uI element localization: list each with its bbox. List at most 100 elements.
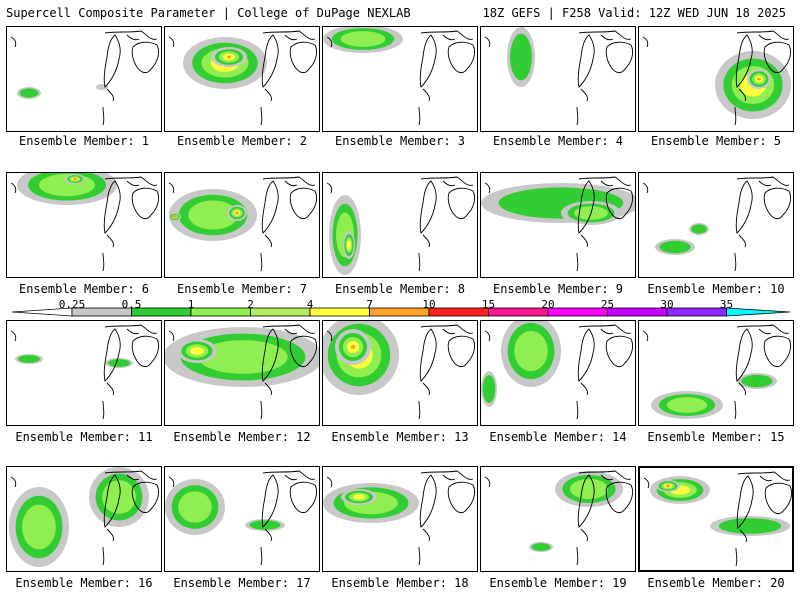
- great-lakes-outline: [605, 335, 634, 368]
- member-map-canvas: [484, 27, 634, 126]
- great-lakes-outline: [578, 176, 632, 186]
- great-lakes-outline: [738, 382, 746, 396]
- great-lakes-outline: [264, 382, 272, 396]
- member-map-canvas: [484, 470, 634, 566]
- ensemble-member-map[interactable]: [638, 26, 794, 132]
- great-lakes-outline: [758, 328, 772, 335]
- ensemble-member-map[interactable]: [6, 26, 162, 132]
- great-lakes-outline: [578, 470, 632, 480]
- ensemble-member-map[interactable]: [6, 466, 162, 572]
- ensemble-member-map[interactable]: [322, 466, 478, 572]
- great-lakes-outline: [577, 180, 595, 234]
- ensemble-member-map[interactable]: [322, 320, 478, 426]
- ensemble-member-label: Ensemble Member: 14: [489, 430, 627, 444]
- great-lakes-outline: [764, 482, 792, 515]
- great-lakes-outline: [420, 30, 474, 40]
- great-lakes-outline: [103, 180, 121, 234]
- ensemble-member-map[interactable]: [638, 466, 794, 572]
- great-lakes-outline: [735, 547, 738, 567]
- great-lakes-outline: [580, 234, 588, 248]
- ensemble-member-map[interactable]: [638, 320, 794, 426]
- great-lakes-outline: [262, 176, 316, 186]
- ensemble-member-map[interactable]: [480, 172, 636, 278]
- ensemble-member-map[interactable]: [164, 320, 320, 426]
- scp-contour-fill: [666, 397, 708, 413]
- scp-contour-fill: [19, 88, 39, 98]
- member-map-canvas: [323, 321, 476, 420]
- great-lakes-outline: [104, 470, 158, 480]
- great-lakes-outline: [758, 180, 772, 187]
- great-lakes-outline: [422, 528, 430, 542]
- great-lakes-outline: [126, 34, 140, 41]
- great-lakes-outline: [605, 481, 634, 514]
- scp-contour-fill: [741, 374, 773, 388]
- scp-contour-fill: [510, 33, 532, 81]
- great-lakes-outline: [577, 328, 595, 382]
- ensemble-member-map[interactable]: [6, 172, 162, 278]
- scale-tick-label: 0.5: [121, 298, 142, 311]
- great-lakes-outline: [642, 182, 649, 194]
- ensemble-member-map[interactable]: [164, 466, 320, 572]
- great-lakes-outline: [284, 328, 298, 335]
- ensemble-member-label: Ensemble Member: 4: [492, 134, 624, 148]
- great-lakes-outline: [126, 474, 140, 481]
- great-lakes-outline: [600, 474, 614, 481]
- scale-swatch: [666, 307, 727, 317]
- ensemble-member-map[interactable]: [480, 466, 636, 572]
- ensemble-member-map[interactable]: [480, 26, 636, 132]
- great-lakes-outline: [284, 474, 298, 481]
- great-lakes-outline: [102, 252, 105, 272]
- great-lakes-outline: [418, 546, 421, 566]
- ensemble-member-map[interactable]: [6, 320, 162, 426]
- scp-contour-fill: [73, 177, 77, 181]
- ensemble-member-label: Ensemble Member: 8: [334, 282, 466, 296]
- great-lakes-outline: [418, 252, 421, 272]
- great-lakes-outline: [419, 328, 437, 382]
- ensemble-member-map[interactable]: [322, 172, 478, 278]
- great-lakes-outline: [738, 234, 746, 248]
- great-lakes-outline: [642, 36, 649, 48]
- ensemble-member-label: Ensemble Member: 2: [176, 134, 308, 148]
- great-lakes-outline: [261, 328, 279, 382]
- great-lakes-outline: [104, 30, 158, 40]
- ensemble-member-label: Ensemble Member: 17: [173, 576, 311, 590]
- ensemble-member-label: Ensemble Member: 10: [647, 282, 785, 296]
- great-lakes-outline: [261, 34, 279, 88]
- great-lakes-outline: [763, 41, 792, 74]
- great-lakes-outline: [289, 187, 318, 220]
- scale-tick-label: 15: [481, 298, 496, 311]
- great-lakes-outline: [326, 36, 333, 48]
- ensemble-member-map[interactable]: [322, 26, 478, 132]
- header: Supercell Composite Parameter | College …: [0, 0, 800, 24]
- great-lakes-outline: [131, 335, 160, 368]
- great-lakes-outline: [261, 474, 279, 528]
- great-lakes-outline: [600, 328, 614, 335]
- great-lakes-outline: [442, 474, 456, 481]
- great-lakes-outline: [103, 328, 121, 382]
- member-map-canvas: [168, 176, 318, 272]
- scp-contour-fill: [352, 494, 366, 500]
- great-lakes-outline: [484, 182, 491, 194]
- great-lakes-outline: [442, 34, 456, 41]
- great-lakes-outline: [577, 34, 595, 88]
- scp-contour-fill: [718, 518, 782, 534]
- great-lakes-outline: [737, 471, 791, 481]
- ensemble-member-map[interactable]: [480, 320, 636, 426]
- run-valid-time: 18Z GEFS | F258 Valid: 12Z WED JUN 18 20…: [482, 6, 786, 20]
- great-lakes-outline: [260, 106, 263, 126]
- scale-swatch: [488, 307, 549, 317]
- great-lakes-outline: [131, 481, 160, 514]
- great-lakes-outline: [734, 252, 737, 272]
- great-lakes-outline: [422, 382, 430, 396]
- ensemble-member-map[interactable]: [164, 172, 320, 278]
- ensemble-member-label: Ensemble Member: 18: [331, 576, 469, 590]
- great-lakes-outline: [576, 546, 579, 566]
- scale-tick-label: 1: [187, 298, 195, 311]
- ensemble-member-map[interactable]: [164, 26, 320, 132]
- great-lakes-outline: [326, 182, 333, 194]
- ensemble-member-label: Ensemble Member: 15: [647, 430, 785, 444]
- scp-contour-fill: [96, 84, 108, 90]
- scp-contour-fill: [350, 344, 356, 350]
- member-map-canvas: [323, 470, 476, 566]
- ensemble-member-map[interactable]: [638, 172, 794, 278]
